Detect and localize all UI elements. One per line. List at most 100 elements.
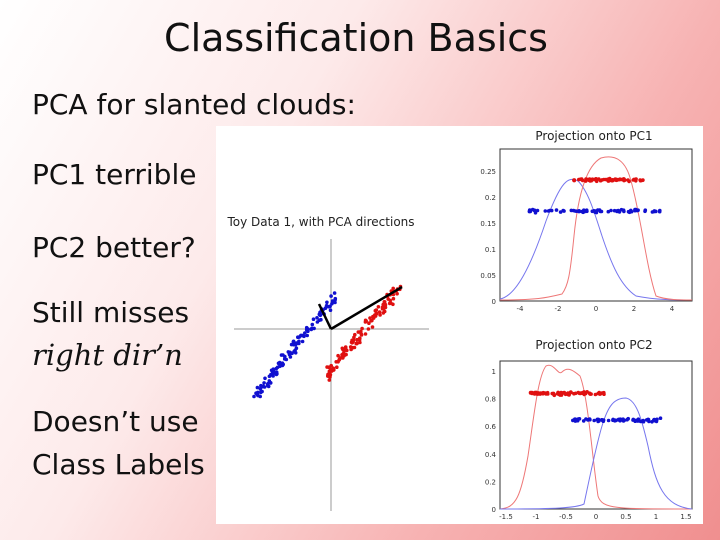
projection-point (594, 179, 599, 184)
toy-red-point (377, 310, 382, 314)
projection-point (584, 178, 589, 182)
pc1-axes-box (499, 148, 693, 302)
projection-point (655, 417, 659, 422)
toy-blue-point (332, 291, 337, 295)
toy-red-point (335, 365, 339, 369)
y-tick-label: 0.8 (485, 396, 496, 404)
x-tick-label: 0 (594, 305, 598, 313)
projection-point (581, 419, 586, 423)
projection-point (606, 209, 611, 214)
toy-blue-point (271, 374, 275, 378)
bullet-2: PC1 terrible (32, 158, 197, 191)
toy-red-point (331, 368, 336, 372)
projection-point (585, 390, 589, 394)
projection-point (602, 177, 606, 182)
projection-point (598, 392, 602, 396)
toy-blue-point (311, 317, 316, 321)
pc1-red-density (499, 156, 693, 301)
toy-blue-point (310, 322, 315, 327)
projection-point (593, 210, 597, 214)
toy-blue-point (276, 361, 281, 366)
toy-red-point (360, 326, 364, 331)
projection-point (646, 417, 651, 422)
bullet-6: Doesn’t use (32, 405, 199, 438)
toy-blue-point (293, 342, 298, 347)
projection-point (652, 418, 656, 422)
toy-blue-point (333, 296, 338, 301)
toy-red-point (391, 296, 396, 301)
toy-red-point (382, 300, 387, 304)
projection-point (558, 210, 563, 214)
toy-red-point (363, 318, 368, 323)
projection-point (614, 178, 619, 183)
projection-point (599, 418, 604, 422)
toy-red-point (343, 345, 348, 349)
x-tick-label: -1 (533, 513, 540, 521)
toy-blue-point (278, 364, 282, 369)
toy-blue-point (260, 385, 264, 389)
projection-point (582, 392, 586, 397)
toy-red-point (391, 302, 395, 307)
toy-blue-point (315, 316, 319, 320)
toy-blue-point (319, 317, 323, 322)
figure-svg: Toy Data 1, with PCA directions Projecti… (226, 129, 693, 521)
toy-red-point (336, 353, 340, 358)
toy-data-chart: Toy Data 1, with PCA directions (226, 215, 429, 511)
x-tick-label: -1.5 (499, 513, 513, 521)
toy-red-point (367, 321, 371, 325)
toy-red-point (382, 302, 387, 307)
pc1-title: Projection onto PC1 (535, 129, 652, 143)
toy-red-point (351, 338, 356, 342)
pc2-red-density (499, 364, 693, 510)
projection-point (543, 209, 548, 213)
toy-red-point (382, 306, 386, 311)
x-tick-label: -0.5 (559, 513, 573, 521)
toy-red-point (327, 378, 332, 382)
pc2-chart: Projection onto PC2 -1.5 -1 -0.5 0 0.5 1 1.5 0 0… (485, 338, 693, 521)
toy-blue-point (328, 308, 333, 312)
x-tick-label: 1 (654, 513, 658, 521)
y-tick-label: 0 (492, 506, 496, 514)
y-tick-label: 0.2 (485, 194, 496, 202)
projection-point (584, 208, 589, 212)
toy-blue-point (267, 374, 272, 379)
toy-blue-point (289, 342, 294, 347)
toy-red-point (368, 316, 372, 320)
projection-point (621, 208, 626, 212)
toy-red-point (395, 291, 399, 296)
toy-red-point (358, 340, 362, 345)
toy-blue-point (280, 361, 285, 365)
toy-red-point (388, 298, 392, 303)
pc1-blue-density (499, 179, 693, 301)
projection-point (569, 390, 573, 395)
toy-blue-point (329, 294, 333, 298)
projection-point (573, 209, 577, 213)
projection-point (552, 392, 556, 397)
toy-blue-point (303, 331, 307, 335)
pc2-title: Projection onto PC2 (535, 338, 652, 352)
toy-red-point (359, 332, 363, 336)
toy-blue-point (294, 346, 299, 350)
projection-point (606, 418, 611, 423)
projection-point (599, 209, 604, 214)
toy-red-point (327, 365, 332, 370)
figure-panel: Toy Data 1, with PCA directions Projecti… (216, 126, 703, 524)
toy-blue-point (266, 384, 271, 389)
toy-blue-point (255, 392, 260, 397)
projection-point (572, 178, 577, 182)
projection-point (588, 179, 592, 183)
x-tick-label: 4 (670, 305, 675, 313)
projection-point (554, 208, 559, 212)
toy-blue-point (263, 376, 267, 381)
toy-blue-point (255, 385, 260, 390)
toy-blue-point (305, 333, 309, 338)
toy-blue-point (252, 394, 256, 399)
toy-red-point (341, 347, 345, 352)
projection-point (622, 177, 626, 181)
pc2-direction (317, 303, 333, 330)
y-tick-label: 1 (492, 368, 496, 376)
projection-point (588, 392, 592, 396)
projection-point (633, 419, 637, 424)
toy-blue-point (274, 366, 279, 371)
projection-point (621, 419, 626, 423)
